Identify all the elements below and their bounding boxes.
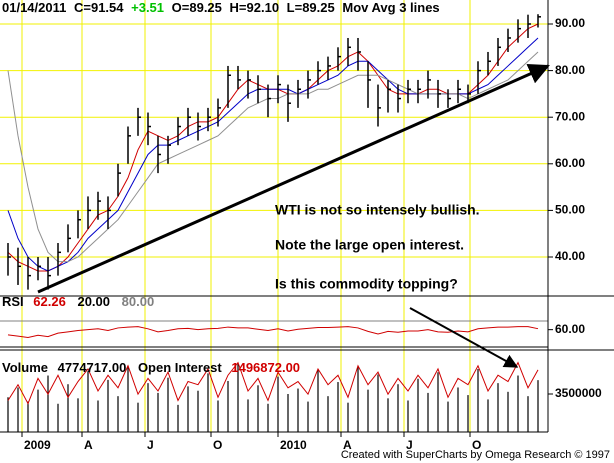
x-tick-label: J: [406, 438, 413, 452]
header-change: +3.51: [131, 0, 164, 15]
y-tick-label: 60.00: [555, 156, 585, 170]
x-tick-label: A: [84, 438, 93, 452]
x-tick-label: 2010: [280, 438, 307, 452]
oi-last: 1496872.00: [231, 360, 300, 375]
y-tick-label: 50.00: [555, 203, 585, 217]
rsi-header: RSI 62.26 20.00 80.00: [2, 294, 154, 309]
rsi-line: [7, 326, 539, 338]
footer: Created with SuperCharts by Omega Resear…: [341, 449, 610, 461]
annotation: Is this commodity topping?: [275, 276, 458, 292]
moving-average: [7, 23, 539, 272]
x-tick-label: 2009: [24, 438, 51, 452]
header-low: L=89.25: [287, 0, 335, 15]
y-tick-label: 70.00: [555, 109, 585, 123]
x-tick-label: O: [213, 438, 222, 452]
rsi-last: 62.26: [33, 294, 66, 309]
x-tick-label: O: [472, 438, 481, 452]
trend-arrow: [37, 64, 550, 294]
annotation: WTI is not so intensely bullish.: [275, 202, 480, 218]
rsi-label: RSI: [2, 294, 24, 309]
plot: 40.00 50.00 60.00 70.00 80.00 90.00 2009 A J O 201…: [0, 14, 602, 452]
y-tick-label: 90.00: [555, 16, 585, 30]
open-interest-line: [7, 361, 539, 405]
volume-header: Volume 4774717.00 Open Interest 1496872.…: [2, 360, 300, 375]
y-tick-label: 80.00: [555, 63, 585, 77]
y-tick-label: 3500000: [555, 386, 602, 400]
y-tick-label: 60.00: [555, 322, 585, 336]
header-high: H=92.10: [230, 0, 280, 15]
header-open: O=89.25: [172, 0, 222, 15]
x-tick-label: J: [147, 438, 154, 452]
rsi-level: 20.00: [77, 294, 110, 309]
x-tick-label: A: [343, 438, 352, 452]
header: 01/14/2011 C=91.54 +3.51 O=89.25 H=92.10…: [2, 0, 440, 15]
volume-last: 4774717.00: [58, 360, 127, 375]
y-tick-label: 40.00: [555, 249, 585, 263]
oi-label: Open Interest: [138, 360, 222, 375]
rsi-level: 80.00: [122, 294, 155, 309]
annotation: Note the large open interest.: [275, 237, 464, 253]
header-close: C=91.54: [74, 0, 124, 15]
volume-label: Volume: [2, 360, 48, 375]
header-date: 01/14/2011: [2, 0, 66, 15]
pointer-arrow: [409, 307, 519, 368]
moving-average: [7, 51, 539, 263]
header-study: Mov Avg 3 lines: [342, 0, 439, 15]
